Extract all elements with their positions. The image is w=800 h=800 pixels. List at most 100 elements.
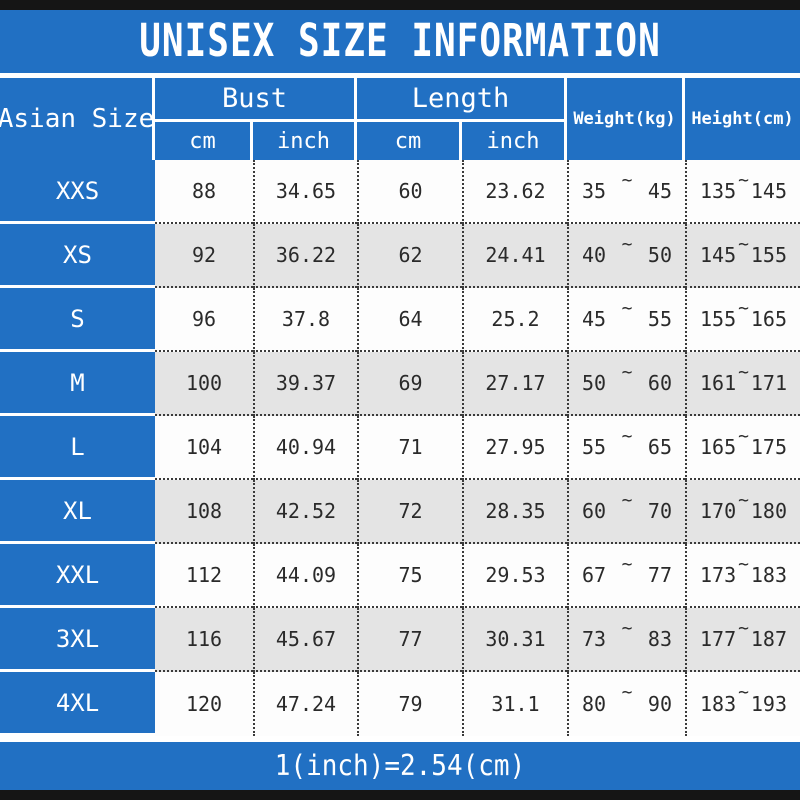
bust-inch-cell: 36.22 [253,224,357,288]
length-inch-value: 24.41 [485,243,546,267]
bust-inch-value: 36.22 [275,243,337,267]
weight-range-cell: 35 ~45 [567,160,685,224]
height-max: 193 [750,692,787,716]
length-inch-value: 27.17 [485,371,546,395]
table-row-xxl: XXL 112 44.09 75 29.53 67 ~77 173 ~183 [0,544,800,608]
tilde-symbol: ~ [738,298,749,319]
length-inch-value: 28.35 [485,499,546,523]
bust-inch-value: 44.09 [275,563,337,587]
tilde-symbol: ~ [738,490,749,511]
header-height-label: Height(cm) [691,109,794,129]
bust-inch-cell: 44.09 [253,544,357,608]
bust-cm-cell: 112 [155,544,253,608]
size-cell: 3XL [0,608,155,672]
height-min: 173 [700,563,737,587]
top-black-bar [0,0,800,10]
weight-max: 55 [647,307,672,331]
table-row-xxs: XXS 88 34.65 60 23.62 35 ~45 135 ~145 [0,160,800,224]
height-range-cell: 165 ~175 [685,416,800,480]
length-cm-value: 62 [398,243,423,267]
header-bust-cm-label: cm [189,128,216,154]
tilde-symbol: ~ [621,362,633,383]
weight-range-cell: 60 ~70 [567,480,685,544]
size-label: L [70,432,85,461]
length-inch-value: 25.2 [491,307,540,331]
height-max: 171 [750,371,787,395]
divider [0,736,800,742]
bust-inch-value: 34.65 [275,179,337,203]
height-range-cell: 155 ~165 [685,288,800,352]
length-inch-value: 29.53 [485,563,546,587]
weight-max: 83 [647,627,672,651]
length-cm-value: 72 [398,499,423,523]
bust-cm-value: 96 [191,307,217,331]
length-inch-cell: 23.62 [462,160,567,224]
size-cell: XXS [0,160,155,224]
weight-max: 45 [647,179,672,203]
bust-cm-value: 88 [191,179,217,203]
length-cm-value: 60 [398,179,423,203]
footer-band: 1(inch)=2.54(cm) [0,742,800,790]
bottom-black-bar [0,790,800,800]
weight-range-cell: 80 ~90 [567,672,685,736]
size-cell: S [0,288,155,352]
table-row-xl: XL 108 42.52 72 28.35 60 ~70 170 ~180 [0,480,800,544]
bust-cm-cell: 116 [155,608,253,672]
length-inch-cell: 25.2 [462,288,567,352]
weight-range-cell: 55 ~65 [567,416,685,480]
length-cm-cell: 77 [357,608,462,672]
length-inch-value: 27.95 [485,435,546,459]
tilde-symbol: ~ [738,426,749,447]
size-cell: XS [0,224,155,288]
height-max: 187 [750,627,787,651]
header-bust-inch: inch [253,122,354,160]
size-label: XL [63,496,92,525]
header-bust-inch-label: inch [277,128,330,154]
header-weight: Weight(kg) [567,78,682,160]
length-inch-cell: 28.35 [462,480,567,544]
bust-inch-cell: 34.65 [253,160,357,224]
conversion-note: 1(inch)=2.54(cm) [274,749,526,783]
length-cm-cell: 75 [357,544,462,608]
height-range-cell: 170 ~180 [685,480,800,544]
size-cell: M [0,352,155,416]
length-cm-cell: 79 [357,672,462,736]
size-label: XS [63,240,92,269]
length-inch-cell: 27.95 [462,416,567,480]
tilde-symbol: ~ [621,554,633,575]
header-length-label: Length [411,83,510,114]
bust-inch-value: 45.67 [275,627,337,651]
table-row-s: S 96 37.8 64 25.2 45 ~55 155 ~165 [0,288,800,352]
bust-cm-cell: 100 [155,352,253,416]
length-inch-cell: 27.17 [462,352,567,416]
height-max: 155 [750,243,787,267]
bust-cm-cell: 108 [155,480,253,544]
table-row-4xl: 4XL 120 47.24 79 31.1 80 ~90 183 ~193 [0,672,800,736]
header-weight-label: Weight(kg) [573,109,676,129]
bust-cm-value: 120 [185,692,223,716]
height-max: 183 [750,563,787,587]
length-cm-cell: 72 [357,480,462,544]
length-cm-cell: 60 [357,160,462,224]
size-cell: XL [0,480,155,544]
weight-min: 80 [582,692,607,716]
size-label: 3XL [55,624,100,653]
weight-max: 60 [647,371,672,395]
height-max: 175 [750,435,787,459]
bust-cm-cell: 88 [155,160,253,224]
weight-min: 40 [582,243,607,267]
table-row-m: M 100 39.37 69 27.17 50 ~60 161 ~171 [0,352,800,416]
weight-range-cell: 45 ~55 [567,288,685,352]
tilde-symbol: ~ [621,298,633,319]
length-cm-cell: 62 [357,224,462,288]
bust-inch-cell: 40.94 [253,416,357,480]
height-range-cell: 161 ~171 [685,352,800,416]
weight-max: 50 [647,243,672,267]
header-length-inch: inch [462,122,564,160]
size-cell: L [0,416,155,480]
header-bust-cm: cm [155,122,250,160]
header-length-cm: cm [357,122,459,160]
bust-inch-value: 42.52 [275,499,337,523]
bust-inch-value: 37.8 [281,307,331,331]
